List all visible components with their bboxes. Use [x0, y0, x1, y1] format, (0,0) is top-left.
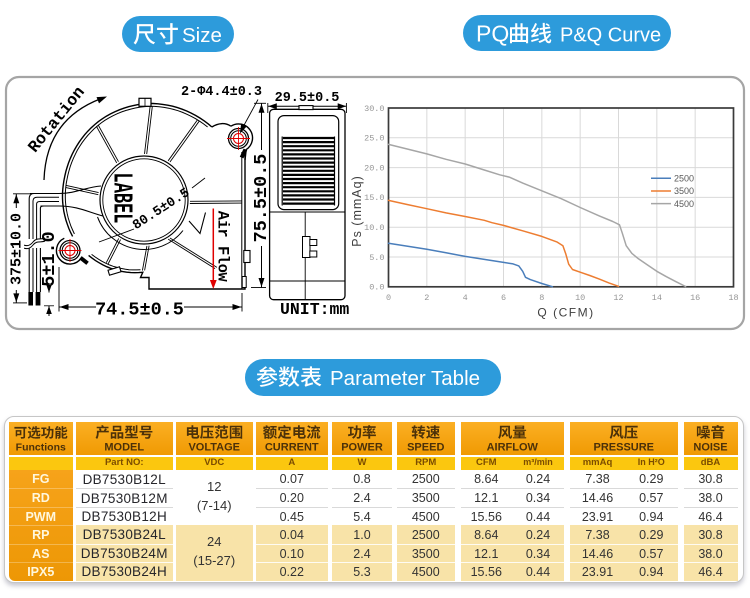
svg-text:NOISE: NOISE [693, 442, 727, 454]
svg-text:Size: Size [182, 24, 222, 47]
svg-text:375±10.0: 375±10.0 [9, 213, 26, 285]
svg-text:SPEED: SPEED [407, 442, 444, 454]
svg-text:Air Flow: Air Flow [214, 211, 232, 283]
svg-text:4500: 4500 [674, 199, 694, 209]
svg-text:30.0: 30.0 [364, 104, 384, 114]
svg-text:MODEL: MODEL [104, 442, 144, 454]
svg-text:PRESSURE: PRESSURE [593, 442, 654, 454]
svg-text:2-Φ4.4±0.3: 2-Φ4.4±0.3 [181, 85, 262, 100]
svg-text:2: 2 [424, 293, 429, 303]
svg-text:20.0: 20.0 [364, 163, 384, 173]
svg-text:VOLTAGE: VOLTAGE [188, 442, 240, 454]
svg-text:18: 18 [728, 293, 738, 303]
svg-text:P&Q Curve: P&Q Curve [560, 25, 661, 47]
svg-text:75.5±0.5: 75.5±0.5 [251, 154, 272, 243]
svg-text:LABEL: LABEL [106, 173, 137, 224]
svg-text:16: 16 [690, 293, 700, 303]
svg-text:14: 14 [652, 293, 662, 303]
svg-text:0.0: 0.0 [369, 283, 384, 293]
svg-text:4: 4 [463, 293, 468, 303]
svg-text:2500: 2500 [674, 174, 694, 184]
svg-text:6: 6 [501, 293, 506, 303]
svg-text:Ps (mmAq): Ps (mmAq) [350, 175, 364, 247]
svg-text:Functions: Functions [16, 442, 66, 454]
svg-text:POWER: POWER [341, 442, 383, 454]
svg-text:Parameter Table: Parameter Table [330, 367, 480, 390]
svg-text:8: 8 [539, 293, 544, 303]
svg-text:3500: 3500 [674, 186, 694, 196]
svg-text:10.0: 10.0 [364, 223, 384, 233]
svg-text:AIRFLOW: AIRFLOW [487, 442, 539, 454]
svg-text:Q (CFM): Q (CFM) [537, 306, 594, 320]
svg-text:PQ: PQ [476, 21, 509, 47]
svg-text:5±1.0: 5±1.0 [39, 231, 60, 287]
svg-text:25.0: 25.0 [364, 134, 384, 144]
svg-text:12: 12 [613, 293, 623, 303]
svg-text:15.0: 15.0 [364, 193, 384, 203]
svg-text:CURRENT: CURRENT [265, 442, 319, 454]
svg-text:74.5±0.5: 74.5±0.5 [95, 300, 184, 321]
svg-text:29.5±0.5: 29.5±0.5 [275, 91, 340, 106]
svg-text:0: 0 [386, 293, 391, 303]
svg-text:10: 10 [575, 293, 585, 303]
svg-text:5.0: 5.0 [369, 253, 384, 263]
svg-text:UNIT:mm: UNIT:mm [280, 300, 349, 319]
